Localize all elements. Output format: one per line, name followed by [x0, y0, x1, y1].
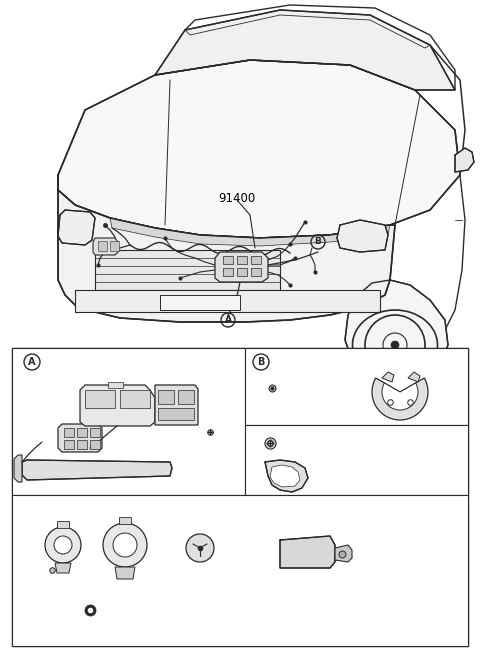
Bar — [64, 440, 74, 449]
Circle shape — [103, 523, 147, 567]
Polygon shape — [280, 536, 335, 568]
Text: 1129EE: 1129EE — [230, 428, 264, 436]
Circle shape — [186, 534, 214, 562]
Bar — [85, 390, 115, 408]
Text: 91453: 91453 — [370, 348, 398, 357]
Polygon shape — [155, 10, 455, 90]
Bar — [75, 290, 380, 312]
Bar — [12, 495, 468, 646]
Bar — [160, 295, 240, 310]
Bar — [90, 428, 100, 437]
Bar — [64, 428, 74, 437]
Polygon shape — [80, 385, 155, 426]
Polygon shape — [14, 455, 22, 482]
Polygon shape — [335, 545, 352, 562]
Text: B: B — [314, 238, 322, 246]
Circle shape — [54, 536, 72, 554]
Polygon shape — [155, 385, 198, 425]
Circle shape — [391, 341, 399, 349]
Bar — [245, 425, 468, 495]
Bar — [158, 408, 194, 420]
Bar — [110, 241, 119, 251]
Bar — [237, 268, 247, 276]
Bar — [119, 517, 131, 524]
Text: A: A — [28, 357, 36, 367]
Polygon shape — [110, 218, 390, 246]
Polygon shape — [345, 280, 448, 382]
Bar — [237, 256, 247, 264]
Bar — [223, 268, 233, 276]
Polygon shape — [22, 460, 172, 480]
Polygon shape — [58, 424, 102, 452]
Text: 1141AJ: 1141AJ — [286, 358, 318, 367]
Bar — [158, 390, 174, 404]
Text: 18980B: 18980B — [175, 502, 210, 511]
Bar — [251, 256, 261, 264]
Text: 91980G: 91980G — [100, 500, 136, 509]
Text: 1125AD: 1125AD — [275, 441, 311, 450]
Polygon shape — [115, 567, 135, 579]
Bar — [223, 256, 233, 264]
Polygon shape — [265, 460, 308, 492]
Wedge shape — [372, 378, 428, 420]
Text: A: A — [225, 316, 231, 324]
Polygon shape — [93, 238, 118, 255]
Circle shape — [113, 533, 137, 557]
Text: 1141AC: 1141AC — [286, 367, 321, 376]
Bar — [108, 382, 123, 388]
Polygon shape — [58, 60, 460, 238]
Text: B: B — [257, 357, 264, 367]
Bar — [12, 348, 468, 646]
Polygon shape — [270, 465, 300, 487]
Bar — [77, 428, 87, 437]
Bar — [98, 241, 107, 251]
Text: 91990M: 91990M — [310, 470, 347, 479]
Polygon shape — [58, 175, 395, 322]
Bar — [251, 268, 261, 276]
Bar — [178, 390, 194, 404]
Polygon shape — [455, 148, 474, 172]
Polygon shape — [408, 372, 420, 382]
Polygon shape — [55, 563, 71, 573]
Bar — [12, 348, 245, 495]
Bar — [57, 521, 69, 528]
Bar — [90, 440, 100, 449]
Bar — [77, 440, 87, 449]
Text: 91960T: 91960T — [283, 573, 317, 582]
Polygon shape — [215, 252, 268, 282]
Wedge shape — [382, 383, 418, 410]
Text: 1327AE: 1327AE — [95, 605, 130, 614]
Bar — [245, 348, 468, 425]
Bar — [95, 250, 280, 290]
Text: 91400: 91400 — [218, 192, 256, 205]
Circle shape — [45, 527, 81, 563]
Bar — [120, 390, 150, 408]
Text: 91490S: 91490S — [103, 480, 137, 489]
Text: 1130AC: 1130AC — [20, 535, 55, 544]
Polygon shape — [337, 220, 388, 252]
Polygon shape — [58, 210, 95, 245]
Polygon shape — [382, 372, 394, 382]
